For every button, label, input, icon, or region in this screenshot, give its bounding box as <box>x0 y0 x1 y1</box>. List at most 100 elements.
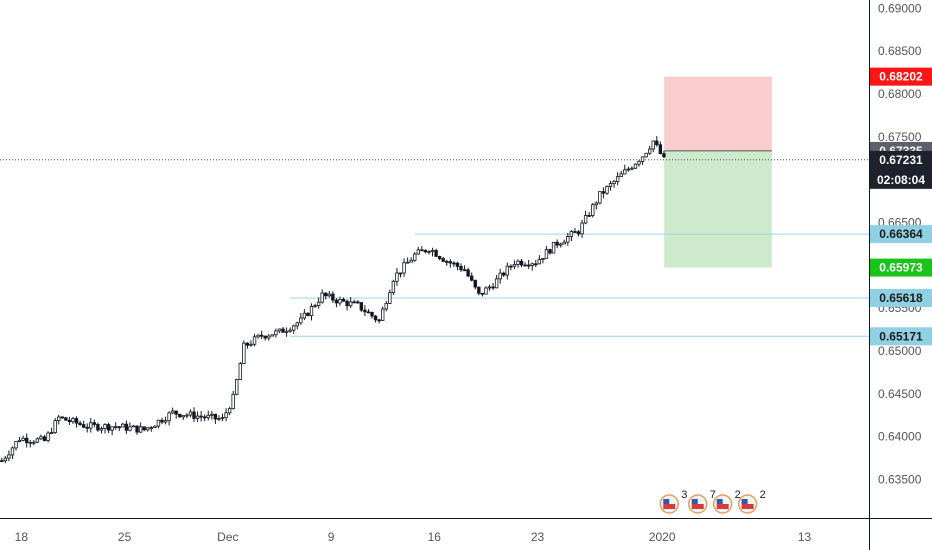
candle-body <box>434 250 438 257</box>
candle-body <box>181 415 186 418</box>
candle-body <box>178 413 182 418</box>
candle-body <box>498 272 502 280</box>
candle-body <box>138 426 143 433</box>
candle-body <box>576 231 581 235</box>
candle-body <box>96 424 100 431</box>
price-tags: 0.682020.673350.659730.663640.656180.651… <box>870 67 932 346</box>
candle-body <box>526 264 531 267</box>
candle-body <box>594 202 598 206</box>
flag-stripe <box>741 504 754 509</box>
candle-body <box>313 305 317 307</box>
candle-body <box>334 299 339 304</box>
candle-body <box>256 334 260 338</box>
event-marker[interactable]: 2 <box>737 489 766 514</box>
candle-body <box>566 236 570 243</box>
candle-body <box>445 261 449 263</box>
economic-events[interactable]: 3 7 2 2 <box>659 489 766 514</box>
candle-body <box>537 259 542 265</box>
candle-body <box>213 413 218 420</box>
candle-body <box>64 417 68 421</box>
price-tick-label: 0.63500 <box>878 472 922 486</box>
candle-body <box>231 393 235 410</box>
candle-body <box>409 259 413 263</box>
candle-body <box>288 329 292 332</box>
candle-body <box>420 249 424 252</box>
candle-body <box>448 261 453 264</box>
candle-body <box>259 334 264 337</box>
candle-body <box>78 422 82 425</box>
candle-body <box>466 269 470 277</box>
candle-body <box>487 286 492 289</box>
candle-body <box>149 427 153 429</box>
candle-body <box>640 156 645 162</box>
candle-body <box>224 412 228 418</box>
candle-body <box>395 272 399 282</box>
stop-zone <box>664 76 772 151</box>
candle-body <box>662 153 666 158</box>
candle-body <box>484 287 488 295</box>
candle-body <box>423 249 428 253</box>
candle-body <box>238 363 242 380</box>
candle-body <box>74 418 79 424</box>
candle-body <box>202 416 207 419</box>
candle-body <box>35 438 40 443</box>
candle-body <box>284 330 289 333</box>
candle-body <box>192 411 196 419</box>
event-marker[interactable]: 7 <box>688 489 716 514</box>
time-axis[interactable]: 18 25 Dec 9 16 23 2020 13 <box>15 530 812 544</box>
candle-body <box>245 342 250 346</box>
candle-body <box>114 426 118 429</box>
event-count: 2 <box>735 489 741 501</box>
event-marker[interactable]: 2 <box>712 489 741 514</box>
event-marker[interactable]: 3 <box>659 489 687 514</box>
price-tick-label: 0.65000 <box>878 344 922 358</box>
candle-body <box>53 420 57 433</box>
candle-body <box>505 265 509 276</box>
candle-body <box>651 140 655 150</box>
candle-body <box>103 424 107 429</box>
level-price-tag: 0.65618 <box>879 291 923 305</box>
candle-body <box>519 260 524 266</box>
candle-body <box>644 152 648 158</box>
stop-price-tag-bg <box>870 67 932 86</box>
candle-body <box>146 427 150 431</box>
target-price-tag: 0.65973 <box>879 261 923 275</box>
flag-canton <box>716 499 723 504</box>
target-zone <box>664 150 772 268</box>
candle-body <box>324 292 328 297</box>
candle-body <box>630 167 634 170</box>
candle-body <box>341 298 346 302</box>
candle-body <box>106 424 111 431</box>
candle-body <box>99 428 104 431</box>
candle-body <box>17 439 22 442</box>
candle-body <box>320 292 324 303</box>
candle-body <box>548 249 552 254</box>
time-tick-label: 18 <box>15 530 29 544</box>
candle-body <box>167 412 171 422</box>
candle-body <box>327 293 331 297</box>
candle-body <box>366 311 371 314</box>
candle-body <box>402 262 406 274</box>
candle-body <box>299 317 303 324</box>
candle-body <box>462 269 467 272</box>
price-tick-label: 0.64500 <box>878 387 922 401</box>
candle-body <box>416 249 420 255</box>
candle-body <box>156 419 161 427</box>
level-price-tag-bg <box>870 289 932 308</box>
position-zones <box>664 76 772 268</box>
candle-body <box>135 425 139 433</box>
candle-body <box>512 264 517 267</box>
flag-canton <box>691 499 698 504</box>
candle-body <box>217 418 221 420</box>
candle-body <box>39 436 43 440</box>
candle-body <box>67 419 72 423</box>
level-price-tag: 0.65171 <box>879 329 923 343</box>
candle-body <box>509 265 513 268</box>
candlesticks <box>0 136 666 464</box>
candle-body <box>473 279 477 288</box>
time-tick-label: 16 <box>428 530 442 544</box>
candle-body <box>480 292 485 295</box>
time-tick-label: Dec <box>217 530 238 544</box>
candle-body <box>427 251 431 253</box>
